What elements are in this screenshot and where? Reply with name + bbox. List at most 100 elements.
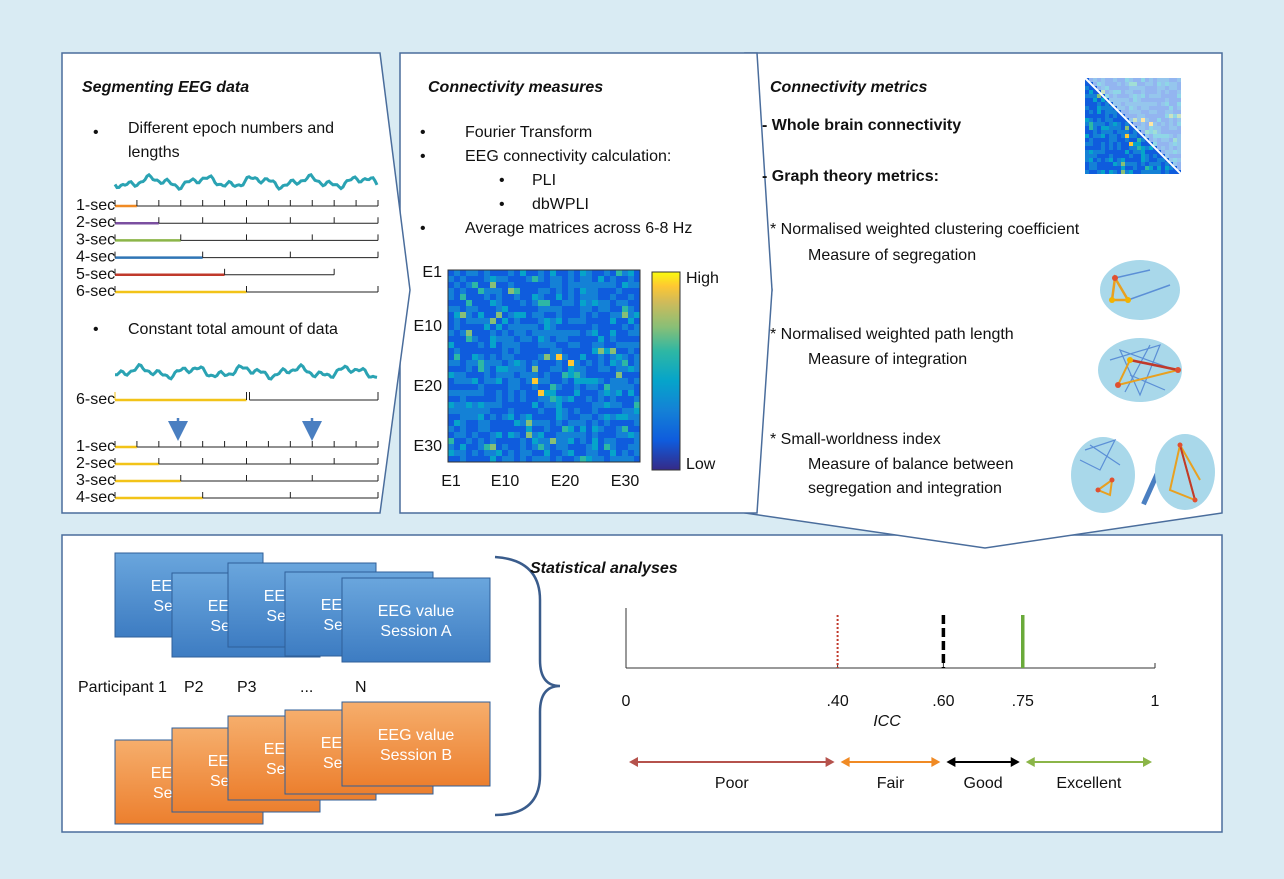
matrix-cell — [598, 366, 604, 372]
matrix-cell — [622, 288, 628, 294]
matrix-cell — [478, 378, 484, 384]
mini-matrix-cell — [1137, 170, 1141, 174]
mini-matrix-cell — [1137, 158, 1141, 162]
mini-matrix-cell — [1149, 162, 1153, 166]
matrix-cell — [520, 378, 526, 384]
mini-matrix-cell — [1109, 114, 1113, 118]
matrix-cell — [544, 408, 550, 414]
mini-matrix-cell — [1157, 102, 1161, 106]
metric-name: * Normalised weighted clustering coeffic… — [770, 221, 1080, 238]
mini-matrix-cell — [1165, 126, 1169, 130]
matrix-cell — [502, 438, 508, 444]
mini-matrix-cell — [1177, 78, 1181, 82]
matrix-cell — [598, 438, 604, 444]
matrix-cell — [634, 438, 640, 444]
matrix-cell — [532, 414, 538, 420]
matrix-cell — [574, 438, 580, 444]
matrix-cell — [514, 456, 520, 462]
mini-matrix-cell — [1141, 130, 1145, 134]
matrix-cell — [526, 366, 532, 372]
matrix-cell — [598, 444, 604, 450]
matrix-cell — [454, 402, 460, 408]
mini-matrix-cell — [1101, 166, 1105, 170]
mini-matrix-cell — [1149, 166, 1153, 170]
mini-matrix-cell — [1097, 146, 1101, 150]
matrix-cell — [610, 450, 616, 456]
matrix-cell — [496, 294, 502, 300]
matrix-cell — [478, 450, 484, 456]
mini-matrix-cell — [1121, 86, 1125, 90]
matrix-cell — [526, 372, 532, 378]
mini-matrix-diagonal — [1084, 77, 1182, 175]
matrix-cell — [604, 294, 610, 300]
mini-matrix-cell — [1177, 150, 1181, 154]
matrix-cell — [496, 318, 502, 324]
matrix-cell — [634, 276, 640, 282]
mini-matrix-cell — [1149, 150, 1153, 154]
matrix-cell — [598, 282, 604, 288]
matrix-frame — [447, 269, 641, 463]
mini-matrix-cell — [1177, 102, 1181, 106]
matrix-cell — [484, 438, 490, 444]
mini-matrix-cell — [1121, 154, 1125, 158]
participant-label: Participant 1 — [78, 679, 167, 696]
matrix-cell — [454, 432, 460, 438]
matrix-cell — [586, 390, 592, 396]
matrix-cell — [460, 270, 466, 276]
matrix-cell — [502, 396, 508, 402]
matrix-cell — [502, 444, 508, 450]
matrix-cell — [604, 390, 610, 396]
matrix-cell — [532, 336, 538, 342]
mini-matrix-cell — [1125, 154, 1129, 158]
matrix-cell — [550, 378, 556, 384]
matrix-cell — [592, 396, 598, 402]
matrix-cell — [616, 444, 622, 450]
matrix-cell — [622, 372, 628, 378]
mini-matrix-cell — [1161, 142, 1165, 146]
mini-matrix-cell — [1173, 114, 1177, 118]
matrix-cell — [454, 372, 460, 378]
mini-matrix-cell — [1097, 106, 1101, 110]
matrix-cell — [514, 354, 520, 360]
matrix-cell — [508, 420, 514, 426]
mini-matrix-cell — [1085, 118, 1089, 122]
mini-matrix-cell — [1133, 138, 1137, 142]
matrix-cell — [472, 348, 478, 354]
matrix-cell — [490, 288, 496, 294]
matrix-cell — [484, 390, 490, 396]
matrix-cell — [454, 390, 460, 396]
mini-matrix-cell — [1173, 134, 1177, 138]
matrix-cell — [562, 360, 568, 366]
mini-matrix-cell — [1177, 110, 1181, 114]
matrix-cell — [586, 288, 592, 294]
mini-matrix-cell — [1157, 126, 1161, 130]
mini-matrix-cell — [1117, 150, 1121, 154]
matrix-cell — [634, 312, 640, 318]
matrix-cell — [502, 282, 508, 288]
matrix-cell — [478, 336, 484, 342]
matrix-cell — [472, 270, 478, 276]
matrix-cell — [478, 456, 484, 462]
mini-matrix-cell — [1089, 130, 1093, 134]
matrix-cell — [466, 384, 472, 390]
epoch-label: 5-sec — [76, 266, 115, 283]
matrix-cell — [616, 426, 622, 432]
matrix-cell — [574, 432, 580, 438]
matrix-cell — [466, 402, 472, 408]
matrix-cell — [472, 372, 478, 378]
matrix-cell — [604, 372, 610, 378]
matrix-cell — [544, 444, 550, 450]
matrix-cell — [526, 438, 532, 444]
matrix-cell — [568, 414, 574, 420]
mini-matrix-cell — [1153, 162, 1157, 166]
mini-matrix-cell — [1085, 170, 1089, 174]
mini-matrix-cell — [1101, 86, 1105, 90]
brain-icons — [1071, 260, 1215, 513]
matrix-cell — [562, 432, 568, 438]
matrix-cell — [622, 402, 628, 408]
mini-matrix-cell — [1169, 90, 1173, 94]
matrix-cell — [574, 342, 580, 348]
mini-matrix-cell — [1117, 118, 1121, 122]
bullet-text: PLI — [532, 172, 556, 189]
matrix-cell — [490, 450, 496, 456]
